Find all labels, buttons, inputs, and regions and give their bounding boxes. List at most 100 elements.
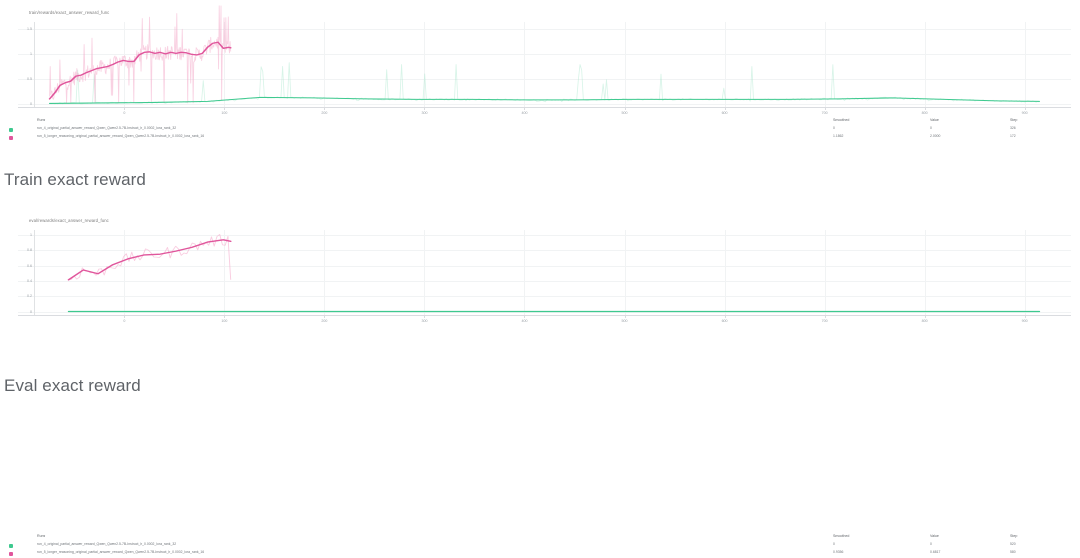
gridline-v — [824, 22, 826, 108]
gridline-v — [424, 230, 426, 316]
legend-row[interactable]: run_4_original_partial_answer_reward_Qwe… — [0, 126, 1080, 134]
plot-area-eval: 1 0.8 0.6 0.4 0.2 0 0 100 200 300 400 50… — [18, 230, 1071, 323]
legend-run-smoothed: 0 — [833, 126, 835, 130]
y-tick-label: 1.5 — [27, 26, 32, 31]
gridline-v — [324, 230, 326, 316]
gridline-h — [18, 311, 1071, 313]
legend-col-run-label: Run — [37, 118, 44, 122]
run-color-swatch-icon[interactable] — [9, 552, 13, 556]
legend-row[interactable]: run_5_longer_reasoning_original_partial_… — [0, 550, 1080, 558]
x-tick-mark — [924, 108, 926, 110]
chevron-down-icon: ▾ — [43, 534, 46, 538]
y-tick-label: 0.8 — [27, 248, 32, 253]
series-smoothed-green-train — [48, 96, 1041, 104]
x-tick-label: 600 — [721, 111, 728, 115]
legend-run-value: 0 — [930, 542, 932, 546]
gridline-v — [1024, 230, 1026, 316]
x-tick-label: 100 — [221, 111, 228, 115]
x-tick-label: 0 — [123, 111, 126, 115]
legend-col-run[interactable]: Run▾ — [37, 118, 45, 122]
plot-area-train: 1.5 1 0.5 0 0 100 200 300 400 500 600 70… — [18, 5, 1071, 115]
x-tick-label: 700 — [821, 111, 828, 115]
gridline-v — [924, 230, 926, 316]
run-color-swatch-icon[interactable] — [9, 544, 13, 548]
run-color-swatch-icon[interactable] — [9, 128, 13, 132]
run-color-swatch-icon[interactable] — [9, 136, 13, 140]
legend-run-smoothed: 0 — [833, 542, 835, 546]
x-tick-label: 800 — [921, 319, 928, 323]
legend-run-step: 520 — [1010, 542, 1016, 546]
legend-run-name: run_4_original_partial_answer_reward_Qwe… — [37, 126, 177, 130]
chart-title-train: train/rewards/exact_answer_reward_func — [29, 10, 110, 15]
gridline-v — [124, 22, 126, 108]
x-tick-label: 900 — [1021, 111, 1028, 115]
gridline-v — [524, 22, 526, 108]
gridline-v — [224, 230, 226, 316]
x-tick-label: 500 — [621, 319, 628, 323]
gridline-v — [424, 22, 426, 108]
y-axis-line — [34, 230, 35, 316]
x-tick-mark — [324, 316, 326, 318]
x-tick-label: 800 — [921, 111, 928, 115]
x-tick-mark — [1024, 316, 1026, 318]
x-tick-label: 300 — [421, 111, 428, 115]
x-tick-mark — [124, 108, 126, 110]
y-axis-line — [34, 22, 35, 108]
series-canvas-eval — [67, 234, 1041, 313]
legend-header-row: Run▾ Smoothed Value Step — [0, 534, 1080, 542]
y-tick-label: 0 — [30, 101, 32, 106]
x-tick-mark — [924, 316, 926, 318]
legend-col-step[interactable]: Step — [1010, 118, 1018, 122]
legend-run-step: 580 — [1010, 550, 1016, 554]
y-tick-label: 0.4 — [27, 279, 32, 284]
gridline-h — [18, 296, 1071, 298]
legend-run-value: 0.6817 — [930, 550, 941, 554]
y-tick-label: 1 — [30, 51, 32, 56]
y-tick-label: 0 — [30, 309, 32, 314]
gridline-v — [524, 230, 526, 316]
series-smoothed-pink-eval — [67, 239, 232, 281]
x-tick-mark — [724, 108, 726, 110]
series-canvas-train — [48, 5, 1041, 105]
x-tick-label: 600 — [721, 319, 728, 323]
x-tick-mark — [124, 316, 126, 318]
series-raw-pink-eval — [68, 234, 232, 280]
chart-title-eval: eval/rewards/exact_answer_reward_func — [29, 218, 109, 223]
x-tick-mark — [424, 316, 426, 318]
legend-col-run-label: Run — [37, 534, 44, 538]
gridline-h — [18, 281, 1071, 283]
x-axis-line — [18, 107, 1071, 108]
x-tick-mark — [224, 316, 226, 318]
legend-col-value[interactable]: Value — [930, 534, 939, 538]
legend-row[interactable]: run_5_longer_reasoning_original_partial_… — [0, 134, 1080, 142]
legend-col-step[interactable]: Step — [1010, 534, 1018, 538]
x-tick-mark — [224, 108, 226, 110]
legend-table-train: Run▾ Smoothed Value Step run_4_original_… — [0, 118, 1080, 142]
legend-table-eval: Run▾ Smoothed Value Step run_4_original_… — [0, 534, 1080, 558]
legend-col-run[interactable]: Run▾ — [37, 534, 45, 538]
x-tick-mark — [424, 108, 426, 110]
legend-col-smoothed[interactable]: Smoothed — [833, 534, 850, 538]
legend-run-smoothed: 1.1862 — [833, 134, 844, 138]
legend-row[interactable]: run_4_original_partial_answer_reward_Qwe… — [0, 542, 1080, 550]
dashboard-page: train/rewards/exact_answer_reward_func 1… — [0, 5, 1080, 556]
gridline-h — [18, 103, 1071, 105]
legend-col-value[interactable]: Value — [930, 118, 939, 122]
x-tick-label: 300 — [421, 319, 428, 323]
x-tick-mark — [724, 316, 726, 318]
x-tick-mark — [624, 108, 626, 110]
x-tick-label: 100 — [221, 319, 228, 323]
x-tick-label: 400 — [521, 319, 528, 323]
x-tick-mark — [324, 108, 326, 110]
legend-run-value: 2.0000 — [930, 134, 941, 138]
x-tick-label: 400 — [521, 111, 528, 115]
series-smoothed-pink-train — [48, 41, 232, 100]
gridline-v — [724, 230, 726, 316]
legend-run-step: 172 — [1010, 134, 1016, 138]
gridline-v — [224, 22, 226, 108]
gridline-h — [18, 265, 1071, 267]
legend-run-smoothed: 0.9356 — [833, 550, 844, 554]
x-tick-label: 200 — [321, 319, 328, 323]
legend-header-row: Run▾ Smoothed Value Step — [0, 118, 1080, 126]
legend-col-smoothed[interactable]: Smoothed — [833, 118, 850, 122]
